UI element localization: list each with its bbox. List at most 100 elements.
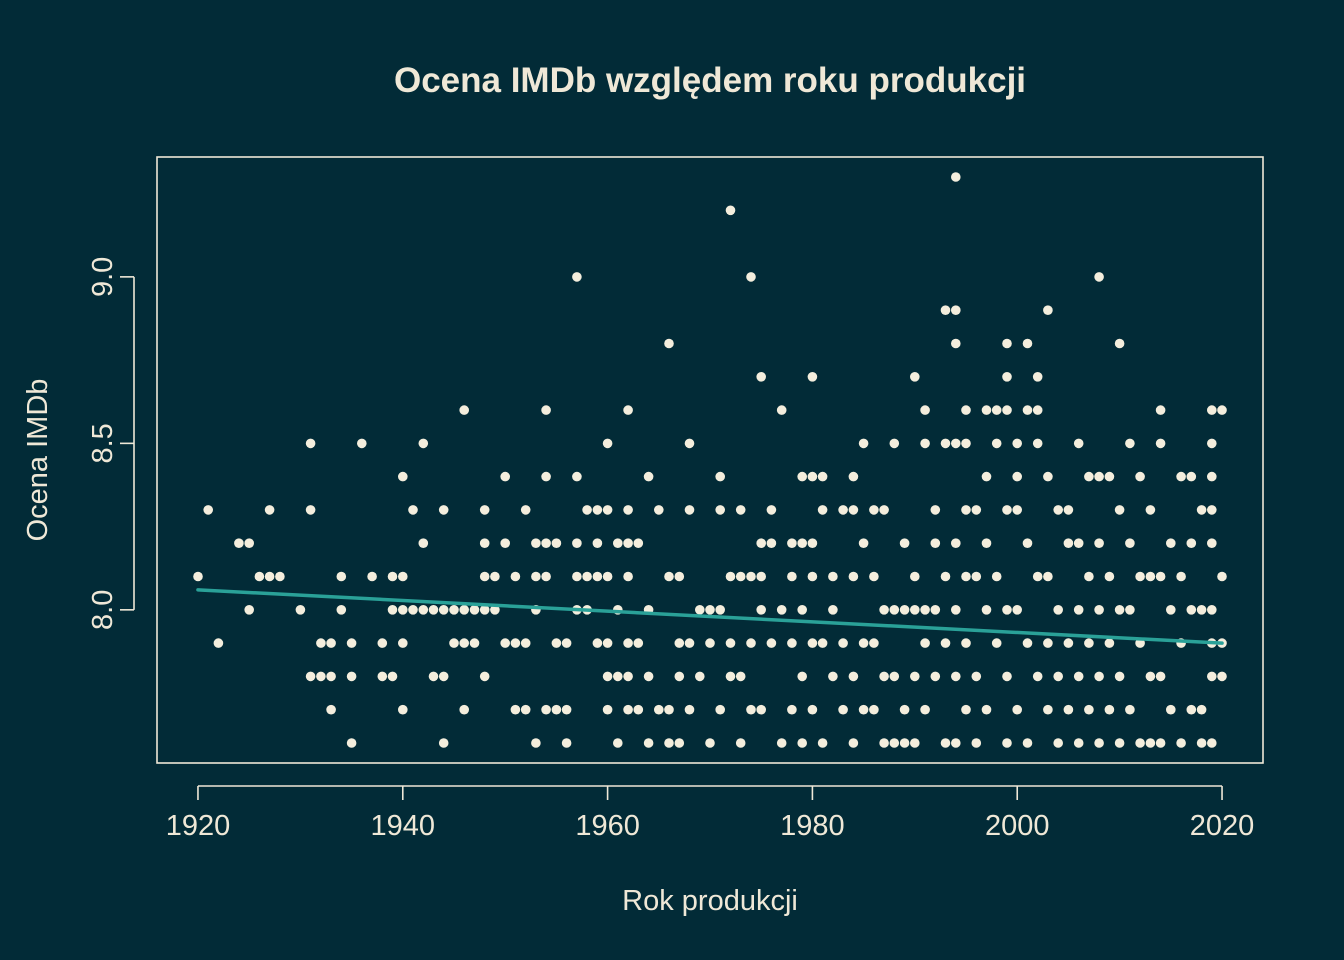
plot-frame [156, 156, 1264, 764]
data-point [398, 571, 408, 582]
trend-line-group [196, 588, 1224, 645]
data-point [828, 571, 838, 582]
data-point [1084, 571, 1094, 582]
data-point [940, 638, 951, 648]
chart-title: Ocena IMDb względem roku produkcji [394, 61, 1026, 100]
data-point [981, 405, 992, 415]
data-point [684, 638, 695, 648]
data-point [592, 571, 603, 582]
data-point [930, 671, 941, 682]
data-point [213, 638, 224, 648]
data-point [1084, 638, 1094, 648]
data-point [756, 704, 766, 715]
data-point [1104, 571, 1115, 582]
data-point [1207, 738, 1217, 748]
data-point [797, 538, 807, 548]
data-point [1012, 505, 1022, 515]
data-point [1176, 471, 1186, 482]
data-point [1145, 571, 1156, 582]
data-point [1155, 671, 1166, 682]
x-tick-label: 2000 [985, 810, 1050, 842]
data-point [316, 638, 326, 648]
data-point [951, 538, 961, 548]
data-point [633, 638, 644, 648]
data-point [408, 505, 418, 515]
data-point [602, 571, 613, 582]
data-point [1002, 605, 1012, 615]
data-point [1002, 338, 1012, 349]
data-point [1104, 704, 1115, 715]
data-point [735, 738, 746, 748]
data-point [951, 671, 961, 682]
data-point [971, 738, 982, 748]
data-point [869, 704, 879, 715]
data-point [449, 638, 459, 648]
data-point [991, 638, 1002, 648]
data-point [459, 605, 470, 615]
y-axis-title: Ocena IMDb [22, 379, 54, 542]
data-point [418, 438, 429, 449]
data-point [1135, 738, 1145, 748]
data-point [828, 671, 838, 682]
data-point [316, 671, 326, 682]
data-point [961, 638, 971, 648]
data-point [561, 704, 572, 715]
data-point [203, 505, 213, 515]
data-point [817, 471, 828, 482]
data-point [889, 671, 900, 682]
data-point [971, 671, 982, 682]
data-point [961, 571, 971, 582]
data-point [1053, 738, 1063, 748]
data-point [746, 571, 756, 582]
data-point [387, 571, 398, 582]
data-point [828, 605, 838, 615]
data-point [797, 671, 807, 682]
data-point [510, 638, 521, 648]
data-point [387, 605, 398, 615]
data-point [1094, 671, 1104, 682]
data-point [367, 571, 377, 582]
data-point [1094, 471, 1104, 482]
data-point [377, 671, 388, 682]
data-point [254, 571, 265, 582]
data-point [674, 638, 685, 648]
data-point [326, 638, 336, 648]
data-point [787, 638, 797, 648]
data-point [582, 571, 592, 582]
data-point [664, 571, 674, 582]
data-point [817, 738, 828, 748]
data-point [479, 671, 490, 682]
data-point [1084, 471, 1094, 482]
data-point [1207, 605, 1217, 615]
data-point [1073, 438, 1084, 449]
data-point [879, 505, 889, 515]
data-point [1104, 638, 1115, 648]
data-point [490, 571, 500, 582]
data-point [961, 505, 971, 515]
data-point [510, 704, 521, 715]
data-point [1114, 605, 1125, 615]
data-point [776, 605, 787, 615]
data-point [766, 638, 777, 648]
data-point [551, 538, 562, 548]
data-point [1094, 538, 1104, 548]
data-point [1125, 605, 1135, 615]
data-point [1145, 738, 1156, 748]
x-axis: 1920 1940 1960 1980 2000 2020 [166, 785, 1254, 842]
data-point [776, 738, 787, 748]
data-point [961, 405, 971, 415]
data-point [541, 405, 551, 415]
data-point [971, 505, 982, 515]
data-point [449, 605, 459, 615]
data-point [817, 638, 828, 648]
data-point [428, 605, 439, 615]
data-point [951, 338, 961, 349]
data-point [735, 505, 746, 515]
data-point [1155, 738, 1166, 748]
data-point [1145, 505, 1156, 515]
data-point [1002, 405, 1012, 415]
data-point [1186, 538, 1197, 548]
data-point [664, 338, 674, 349]
data-point [725, 671, 736, 682]
data-point [848, 471, 859, 482]
